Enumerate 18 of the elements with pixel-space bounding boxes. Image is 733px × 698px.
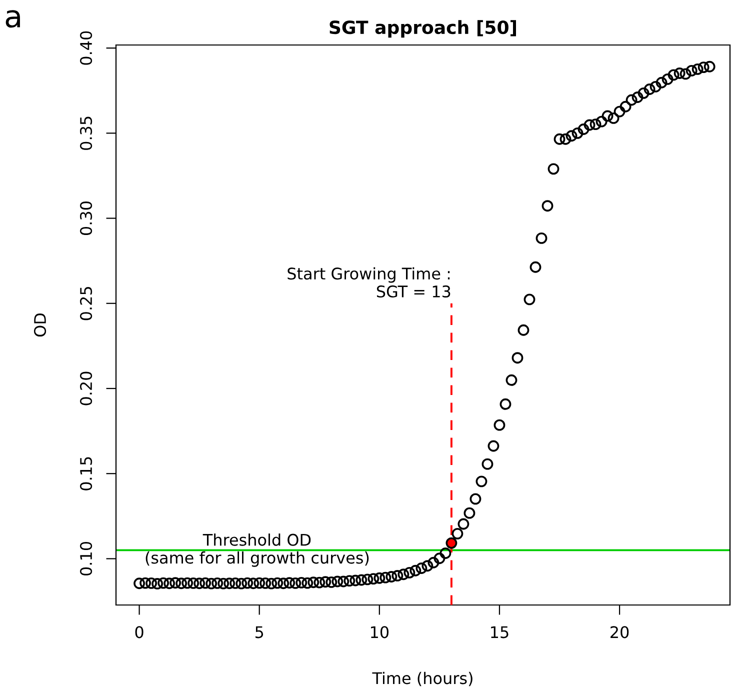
annotation: Start Growing Time : SGT = 13 <box>288 267 450 298</box>
x-tick-label: 20 <box>610 626 629 638</box>
y-tick-label: 0.15 <box>80 457 92 490</box>
y-tick-label: 0.35 <box>80 116 92 150</box>
ref-line-label: Threshold OD (same for all growth curves) <box>146 534 369 567</box>
y-axis-title: OD <box>34 314 46 337</box>
y-tick-label: 0.10 <box>80 542 92 576</box>
y-tick-label: 0.30 <box>80 202 92 236</box>
x-tick-label: 10 <box>371 626 389 638</box>
x-tick-label: 0 <box>135 626 144 638</box>
y-tick-label: 0.20 <box>80 372 92 406</box>
x-axis-title: Time (hours) <box>372 672 472 686</box>
x-tick-label: 15 <box>491 626 508 638</box>
y-tick-label: 0.25 <box>80 286 92 320</box>
x-tick-label: 5 <box>256 626 264 638</box>
chart-title: SGT approach [50] <box>330 20 516 38</box>
text: a <box>6 10 20 28</box>
y-tick-label: 0.40 <box>80 31 92 65</box>
